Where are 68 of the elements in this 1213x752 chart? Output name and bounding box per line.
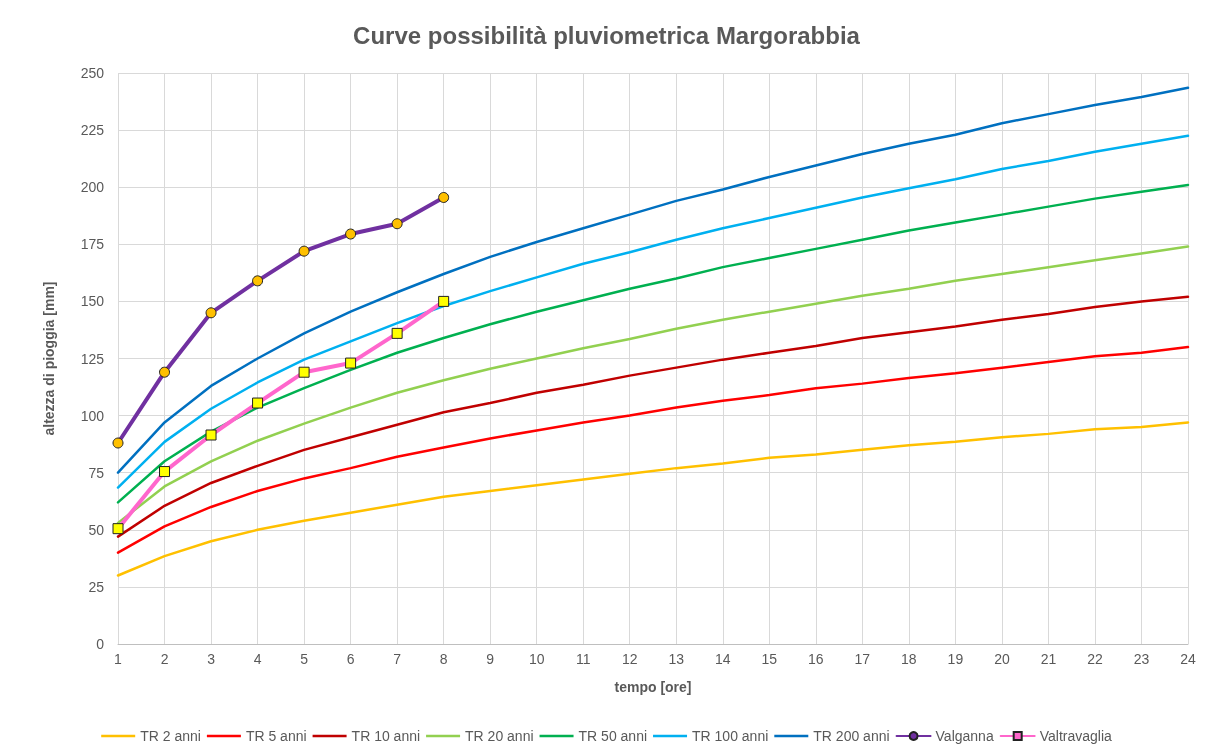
point	[112, 437, 124, 449]
x-tick-label: 17	[854, 651, 871, 667]
point	[159, 366, 171, 378]
legend-label: Valganna	[935, 728, 994, 744]
point	[438, 191, 450, 203]
y-tick-label: 150	[80, 293, 105, 310]
point	[391, 327, 403, 339]
y-tick-label: 50	[88, 521, 105, 538]
x-tick-label: 6	[346, 651, 355, 667]
legend-label: TR 5 anni	[245, 728, 307, 744]
x-tick-label: 4	[253, 651, 262, 667]
x-tick-label: 24	[1180, 651, 1196, 667]
y-tick-label: 0	[96, 636, 105, 652]
x-tick-label: 21	[1040, 651, 1057, 667]
x-tick-label: 5	[300, 651, 309, 667]
y-tick-label: 100	[80, 407, 105, 424]
point	[345, 228, 357, 240]
x-tick-label: 22	[1087, 651, 1103, 667]
x-tick-label: 8	[439, 651, 448, 667]
legend-label: TR 200 anni	[813, 728, 890, 744]
legend-label: TR 10 anni	[351, 728, 421, 744]
y-tick-label: 250	[80, 65, 105, 81]
y-tick-label: 125	[80, 350, 105, 367]
x-tick-label: 3	[207, 651, 216, 667]
x-tick-label: 10	[528, 651, 545, 667]
x-tick-label: 11	[575, 651, 591, 667]
point	[438, 295, 450, 307]
x-tick-label: 12	[621, 651, 638, 667]
point	[159, 466, 171, 478]
point	[252, 275, 264, 287]
y-tick-label: 175	[80, 236, 105, 253]
x-tick-label: 14	[714, 651, 731, 667]
x-tick-label: 16	[808, 651, 824, 667]
x-tick-label: 13	[668, 651, 685, 667]
point	[391, 218, 403, 230]
x-tick-label: 19	[947, 651, 964, 667]
legend-label: Valtravaglia	[1039, 728, 1113, 744]
line-series	[116, 345, 1190, 554]
x-axis-title: tempo [ore]	[614, 679, 692, 695]
x-tick-label: 23	[1133, 651, 1150, 667]
x-tick-label: 18	[901, 651, 917, 667]
point	[298, 245, 310, 257]
point	[345, 357, 357, 369]
y-axis-title: altezza di pioggia [mm]	[41, 281, 57, 436]
y-tick-label: 200	[80, 179, 105, 196]
point	[205, 307, 217, 319]
line-series	[116, 421, 1190, 577]
legend-label: TR 2 anni	[140, 728, 201, 744]
chart-title: Curve possibilità pluviometrica Margorabbia	[353, 21, 861, 49]
point	[252, 397, 264, 409]
legend-label: TR 50 anni	[578, 728, 648, 744]
x-tick-label: 9	[486, 651, 495, 667]
point	[112, 523, 124, 535]
y-tick-label: 225	[80, 122, 105, 139]
x-tick-label: 20	[994, 651, 1010, 667]
x-tick-label: 15	[761, 651, 778, 667]
legend-label: TR 100 anni	[692, 728, 769, 744]
point	[205, 429, 217, 441]
line-series	[116, 183, 1190, 504]
line-series	[116, 86, 1190, 474]
x-tick-label: 1	[114, 651, 123, 667]
legend-label: TR 20 anni	[465, 728, 534, 744]
line-series	[116, 134, 1190, 489]
x-tick-label: 7	[393, 651, 402, 667]
y-tick-label: 25	[88, 578, 105, 595]
point	[298, 366, 310, 378]
y-tick-label: 75	[88, 464, 105, 481]
x-tick-label: 2	[160, 651, 169, 667]
